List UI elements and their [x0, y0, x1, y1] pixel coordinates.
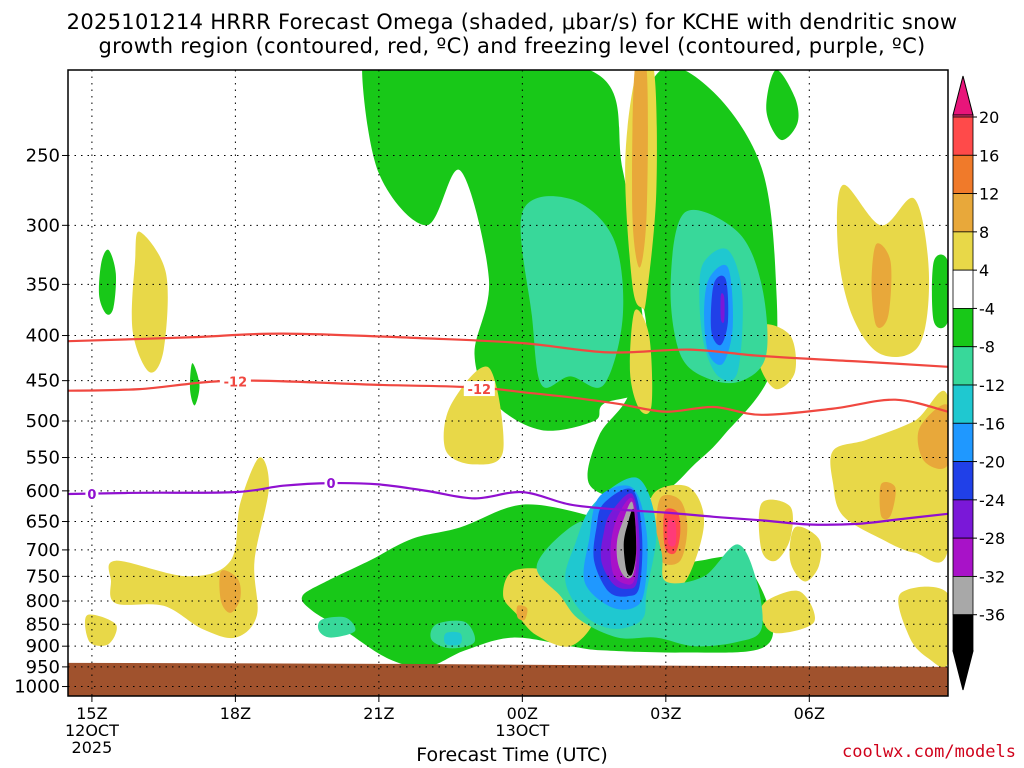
- omega-region-orange-right-1: [871, 243, 892, 329]
- contour-label: 0: [87, 488, 96, 503]
- y-tick-label: 400: [26, 326, 60, 347]
- colorbar-label: -28: [979, 529, 1005, 548]
- omega-region-orange-mid-low: [516, 605, 528, 621]
- colorbar-band: [952, 269, 974, 309]
- omega-region-yellow-right-6: [760, 590, 815, 634]
- site-credit: coolwx.com/models: [842, 742, 1016, 762]
- x-tick-label-line: 2025: [71, 738, 113, 757]
- x-tick-label-line: 03Z: [650, 704, 682, 723]
- colorbar-label: 12: [979, 185, 999, 204]
- x-tick-label: 15Z 12OCT 2025: [52, 705, 132, 756]
- y-tick-label: 500: [26, 411, 60, 432]
- colorbar-label: -20: [979, 453, 1005, 472]
- contour-dgz-upper: [68, 332, 948, 368]
- y-tick-label: 650: [26, 512, 60, 533]
- colorbar-label: 4: [979, 261, 989, 280]
- x-tick-label: 03Z: [626, 705, 706, 722]
- y-tick-label: 800: [26, 591, 60, 612]
- x-tick-label-line: 13OCT: [495, 721, 550, 740]
- x-tick-label-line: 21Z: [363, 704, 395, 723]
- x-tick-label-line: 15Z: [76, 704, 108, 723]
- colorbar-band: [952, 537, 974, 577]
- y-tick-label: 450: [26, 371, 60, 392]
- colorbar-label: -32: [979, 567, 1005, 586]
- colorbar-band: [952, 231, 974, 271]
- colorbar-label: -4: [979, 299, 995, 318]
- contour-label-bg: [219, 373, 251, 389]
- colorbar-label: -24: [979, 491, 1005, 510]
- colorbar-label: -12: [979, 376, 1005, 395]
- contour-label: -12: [224, 376, 248, 391]
- x-tick-label-line: 18Z: [219, 704, 252, 723]
- x-tick-label: 06Z: [769, 705, 849, 722]
- omega-region-pink-col-27: [667, 519, 677, 547]
- chart-title-line-2: growth region (contoured, red, ºC) and f…: [98, 34, 926, 58]
- y-tick-label: 850: [26, 614, 60, 635]
- terrain-ground: [68, 662, 948, 696]
- colorbar-top-triangle: [952, 75, 974, 116]
- omega-region-yellow-right-7: [898, 586, 948, 668]
- contour-label: 0: [327, 477, 336, 492]
- contour-label-bg: [324, 475, 338, 491]
- omega-region-orange-top: [632, 70, 648, 268]
- chart-title-line-1: 2025101214 HRRR Forecast Omega (shaded, …: [66, 10, 958, 34]
- colorbar-bottom-triangle: [952, 650, 974, 691]
- omega-region-yellow-right-4: [758, 499, 793, 562]
- omega-region-teal-small-1: [317, 616, 356, 638]
- colorbar-band: [952, 384, 974, 424]
- colorbar-band: [952, 116, 974, 156]
- x-tick-label: 18Z: [195, 705, 275, 722]
- colorbar-band: [952, 154, 974, 194]
- colorbar-band: [952, 614, 974, 652]
- colorbar-band: [952, 499, 974, 539]
- contour-label-bg: [463, 381, 495, 397]
- omega-region-green-top-right: [766, 70, 799, 141]
- y-tick-label: 550: [26, 448, 60, 469]
- colorbar-label: 16: [979, 146, 999, 165]
- y-tick-label: 350: [26, 274, 60, 295]
- y-tick-label: 250: [26, 145, 60, 166]
- omega-region-orange-left-low: [219, 570, 241, 613]
- y-tick-label: 950: [26, 657, 60, 678]
- omega-region-green-left-blob: [98, 249, 117, 315]
- omega-region-teal-upper: [520, 196, 624, 388]
- x-tick-label-line: 12OCT: [64, 721, 119, 740]
- contour-label: -12: [468, 383, 492, 398]
- colorbar-band: [952, 461, 974, 501]
- colorbar-label: 8: [979, 223, 989, 242]
- omega-region-black-core: [623, 508, 637, 576]
- colorbar-band: [952, 576, 974, 616]
- plot-frame: [67, 69, 949, 697]
- omega-region-orange-right-3: [917, 404, 948, 469]
- x-tick-label-line: 00Z: [506, 704, 538, 723]
- omega-region-yellow-left-2: [84, 614, 117, 646]
- colorbar-label: -8: [979, 338, 995, 357]
- y-tick-label: 300: [26, 215, 60, 236]
- y-tick-label: 600: [26, 481, 60, 502]
- y-tick-label: 1000: [14, 677, 60, 698]
- omega-region-green-right-edge: [931, 254, 948, 329]
- colorbar-band: [952, 193, 974, 233]
- colorbar-label: -16: [979, 414, 1005, 433]
- colorbar-label: 20: [979, 108, 999, 127]
- y-tick-label: 700: [26, 540, 60, 561]
- x-tick-label: 00Z 13OCT: [482, 705, 562, 739]
- y-tick-label: 750: [26, 566, 60, 587]
- omega-region-navy-upper-right: [710, 275, 729, 346]
- contour-label-bg: [85, 486, 99, 502]
- x-axis-label: Forecast Time (UTC): [416, 744, 608, 766]
- omega-region-yellow-right-5: [789, 526, 822, 582]
- colorbar-label: -36: [979, 606, 1005, 625]
- colorbar-band: [952, 422, 974, 462]
- omega-region-orange-right-2: [879, 482, 896, 520]
- contour-freezing-level: [68, 481, 948, 526]
- y-tick-label: 900: [26, 636, 60, 657]
- omega-region-cyan-small: [444, 631, 462, 646]
- omega-region-violet-upper-right: [720, 293, 725, 323]
- colorbar-band: [952, 346, 974, 386]
- x-tick-label-line: 06Z: [793, 704, 825, 723]
- x-tick-label: 21Z: [339, 705, 419, 722]
- colorbar-band: [952, 308, 974, 348]
